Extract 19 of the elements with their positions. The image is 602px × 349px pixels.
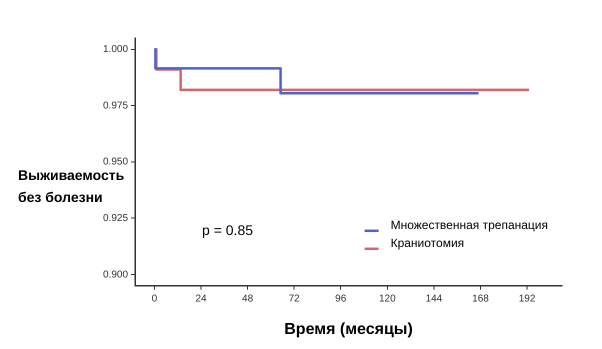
x-tick-label: 120 xyxy=(378,294,396,305)
legend-label: Краниотомия xyxy=(390,236,464,250)
x-tick-label: 168 xyxy=(472,294,490,305)
x-tick-label: 0 xyxy=(152,294,158,305)
y-tick-label: 0.925 xyxy=(102,212,128,224)
annotation: p = 0.85 xyxy=(202,222,254,238)
y-tick-label: 0.975 xyxy=(102,100,128,112)
x-tick-label: 96 xyxy=(335,294,347,305)
x-tick-label: 24 xyxy=(195,294,208,305)
x-tick-label: 192 xyxy=(518,294,536,305)
x-tick-label: 48 xyxy=(242,294,254,305)
y-axis-title: Выживаемость без болезни xyxy=(18,166,125,205)
x-tick-label: 72 xyxy=(288,294,300,305)
y-tick-label: 0.900 xyxy=(102,269,128,280)
legend-label: Множественная трепанация xyxy=(390,218,548,232)
y-tick-label: 1.000 xyxy=(102,44,128,56)
y-tick-label: 0.950 xyxy=(102,156,128,168)
x-axis-title: Время (месяцы) xyxy=(284,320,413,338)
x-tick-label: 144 xyxy=(426,294,443,305)
